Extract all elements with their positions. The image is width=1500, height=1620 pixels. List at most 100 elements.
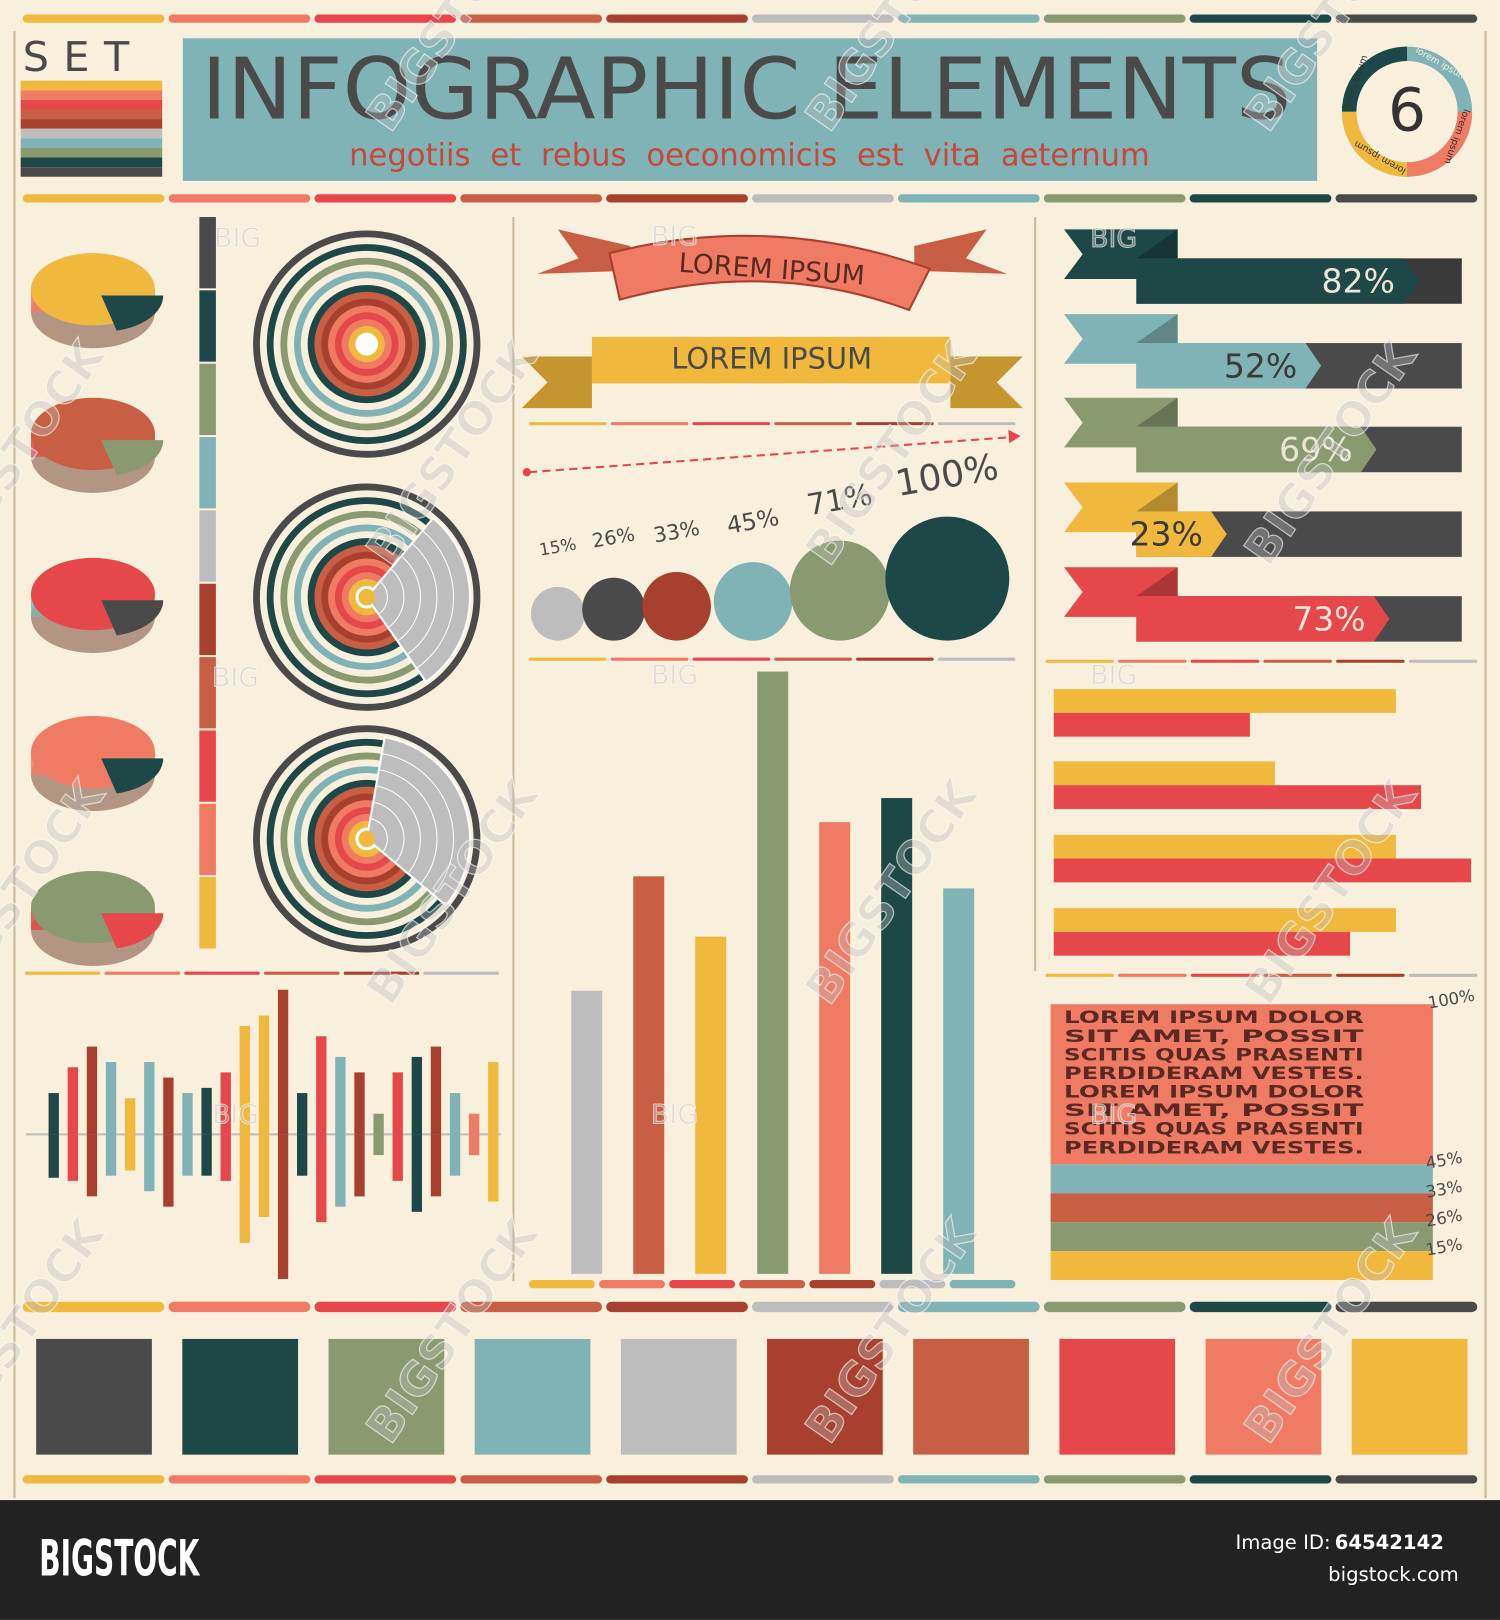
divider-segment (1189, 1475, 1332, 1484)
divider-segment (168, 1475, 311, 1484)
equalizer-bar-down (488, 1134, 499, 1202)
title: INFOGRAPHIC ELEMENTS (201, 40, 1291, 139)
badge-center (1363, 68, 1451, 156)
set-label: SET (23, 33, 144, 81)
percent-circle (789, 540, 890, 641)
set-stripe (20, 147, 163, 158)
arrow-bar (1136, 511, 1227, 557)
divider-segment (460, 14, 603, 23)
equalizer-bar-down (411, 1134, 423, 1212)
divider-segment (606, 194, 748, 203)
ribbon-text: LOREM IPSUM (671, 342, 872, 376)
paired-bar (1053, 761, 1275, 786)
divider-segment (460, 1475, 603, 1484)
equalizer-bar-down (297, 1134, 308, 1176)
divider-segment (314, 1475, 457, 1484)
color-swatch (474, 1338, 591, 1455)
ribbon-tail (537, 229, 631, 274)
paired-bar (1053, 689, 1396, 713)
divider-segment (24, 971, 101, 975)
equalizer-bar-down (144, 1134, 155, 1192)
watermark-short: BIG (212, 1099, 259, 1130)
column (757, 671, 789, 1274)
watermark-short: BIG (214, 223, 261, 254)
divider-segment (856, 657, 934, 661)
divider-segment (1408, 659, 1478, 663)
paired-bar (1053, 834, 1396, 859)
watermark-short: BIG (651, 1099, 698, 1130)
pie-wedge (101, 295, 164, 331)
divider-segment (1043, 194, 1186, 203)
divider-segment (1043, 14, 1186, 23)
ribbon-tail (950, 356, 1023, 409)
equalizer-bar-down (182, 1134, 193, 1176)
equalizer-bar-down (277, 1134, 289, 1280)
divider-segment (1408, 973, 1478, 977)
divider-segment (739, 1280, 806, 1289)
divider-segment (1189, 194, 1332, 203)
ribbon-body (591, 336, 951, 384)
equalizer-bar-up (125, 1098, 136, 1135)
target-center (358, 588, 375, 606)
target-wedge-ring (416, 530, 455, 669)
set-stripe (20, 80, 163, 91)
divider-segment (22, 1475, 165, 1484)
divider-segment (856, 422, 934, 426)
divider-segment (1336, 659, 1405, 663)
badge-ring (1406, 111, 1473, 177)
ribbon-tail (914, 229, 1008, 274)
divider-segment (314, 194, 457, 203)
equalizer-bar-up (86, 1046, 98, 1135)
divider-segment (460, 1301, 603, 1313)
equalizer-bar-down (335, 1134, 346, 1207)
divider-segment (949, 1280, 1016, 1289)
arrow-bar-label: 73% (1292, 599, 1365, 638)
watermark-short: BIG (651, 660, 698, 691)
divider-segment (528, 422, 607, 426)
arrow-bar-label: 69% (1279, 430, 1352, 469)
divider-segment (184, 971, 260, 975)
divider-segment (897, 14, 1040, 23)
equalizer-bar-down (220, 1134, 231, 1181)
equalizer-bar-down (449, 1134, 461, 1176)
target-wedge (365, 735, 472, 907)
target-wedge-ring (397, 555, 421, 642)
equalizer-bar-up (201, 1087, 212, 1135)
divider-segment (669, 1280, 736, 1289)
divider-segment (809, 1280, 876, 1289)
divider-segment (168, 1301, 311, 1313)
arrow-bar-label: 82% (1321, 262, 1394, 301)
equalizer-bar-down (105, 1134, 117, 1176)
vertical-bar-segment (199, 437, 216, 509)
watermark-short: BIG (651, 221, 698, 252)
arrow-line (528, 436, 1013, 474)
column (633, 876, 665, 1274)
title-box (182, 38, 1318, 181)
arrow-bar (1136, 343, 1322, 389)
set-stripe (20, 167, 163, 177)
arrow-bar-label: 23% (1129, 515, 1202, 554)
paired-bar (1053, 858, 1472, 883)
footer-band (0, 1500, 1500, 1620)
pie-wedge (101, 440, 164, 476)
divider-segment (1263, 659, 1332, 663)
ribbon-body (608, 234, 932, 312)
color-swatch (328, 1338, 445, 1455)
divider-segment (1118, 659, 1187, 663)
divider-segment (610, 422, 689, 426)
equalizer-bar-down (316, 1134, 327, 1223)
equalizer-bar-up (277, 989, 289, 1135)
watermark-short: BIG (1090, 223, 1137, 254)
equalizer-bar-down (258, 1134, 270, 1218)
equalizer-bar-down (163, 1134, 174, 1207)
equalizer-bar-up (297, 1093, 308, 1135)
equalizer-bar-down (373, 1134, 384, 1156)
color-swatch (1059, 1338, 1176, 1455)
divider-segment (752, 194, 894, 203)
paired-bar (1053, 785, 1421, 809)
vertical-bar-segment (199, 510, 216, 582)
target-ring (355, 332, 379, 356)
divider-segment (423, 971, 499, 975)
vertical-bar-segment (199, 363, 216, 435)
stack-stripe (1050, 1193, 1433, 1223)
